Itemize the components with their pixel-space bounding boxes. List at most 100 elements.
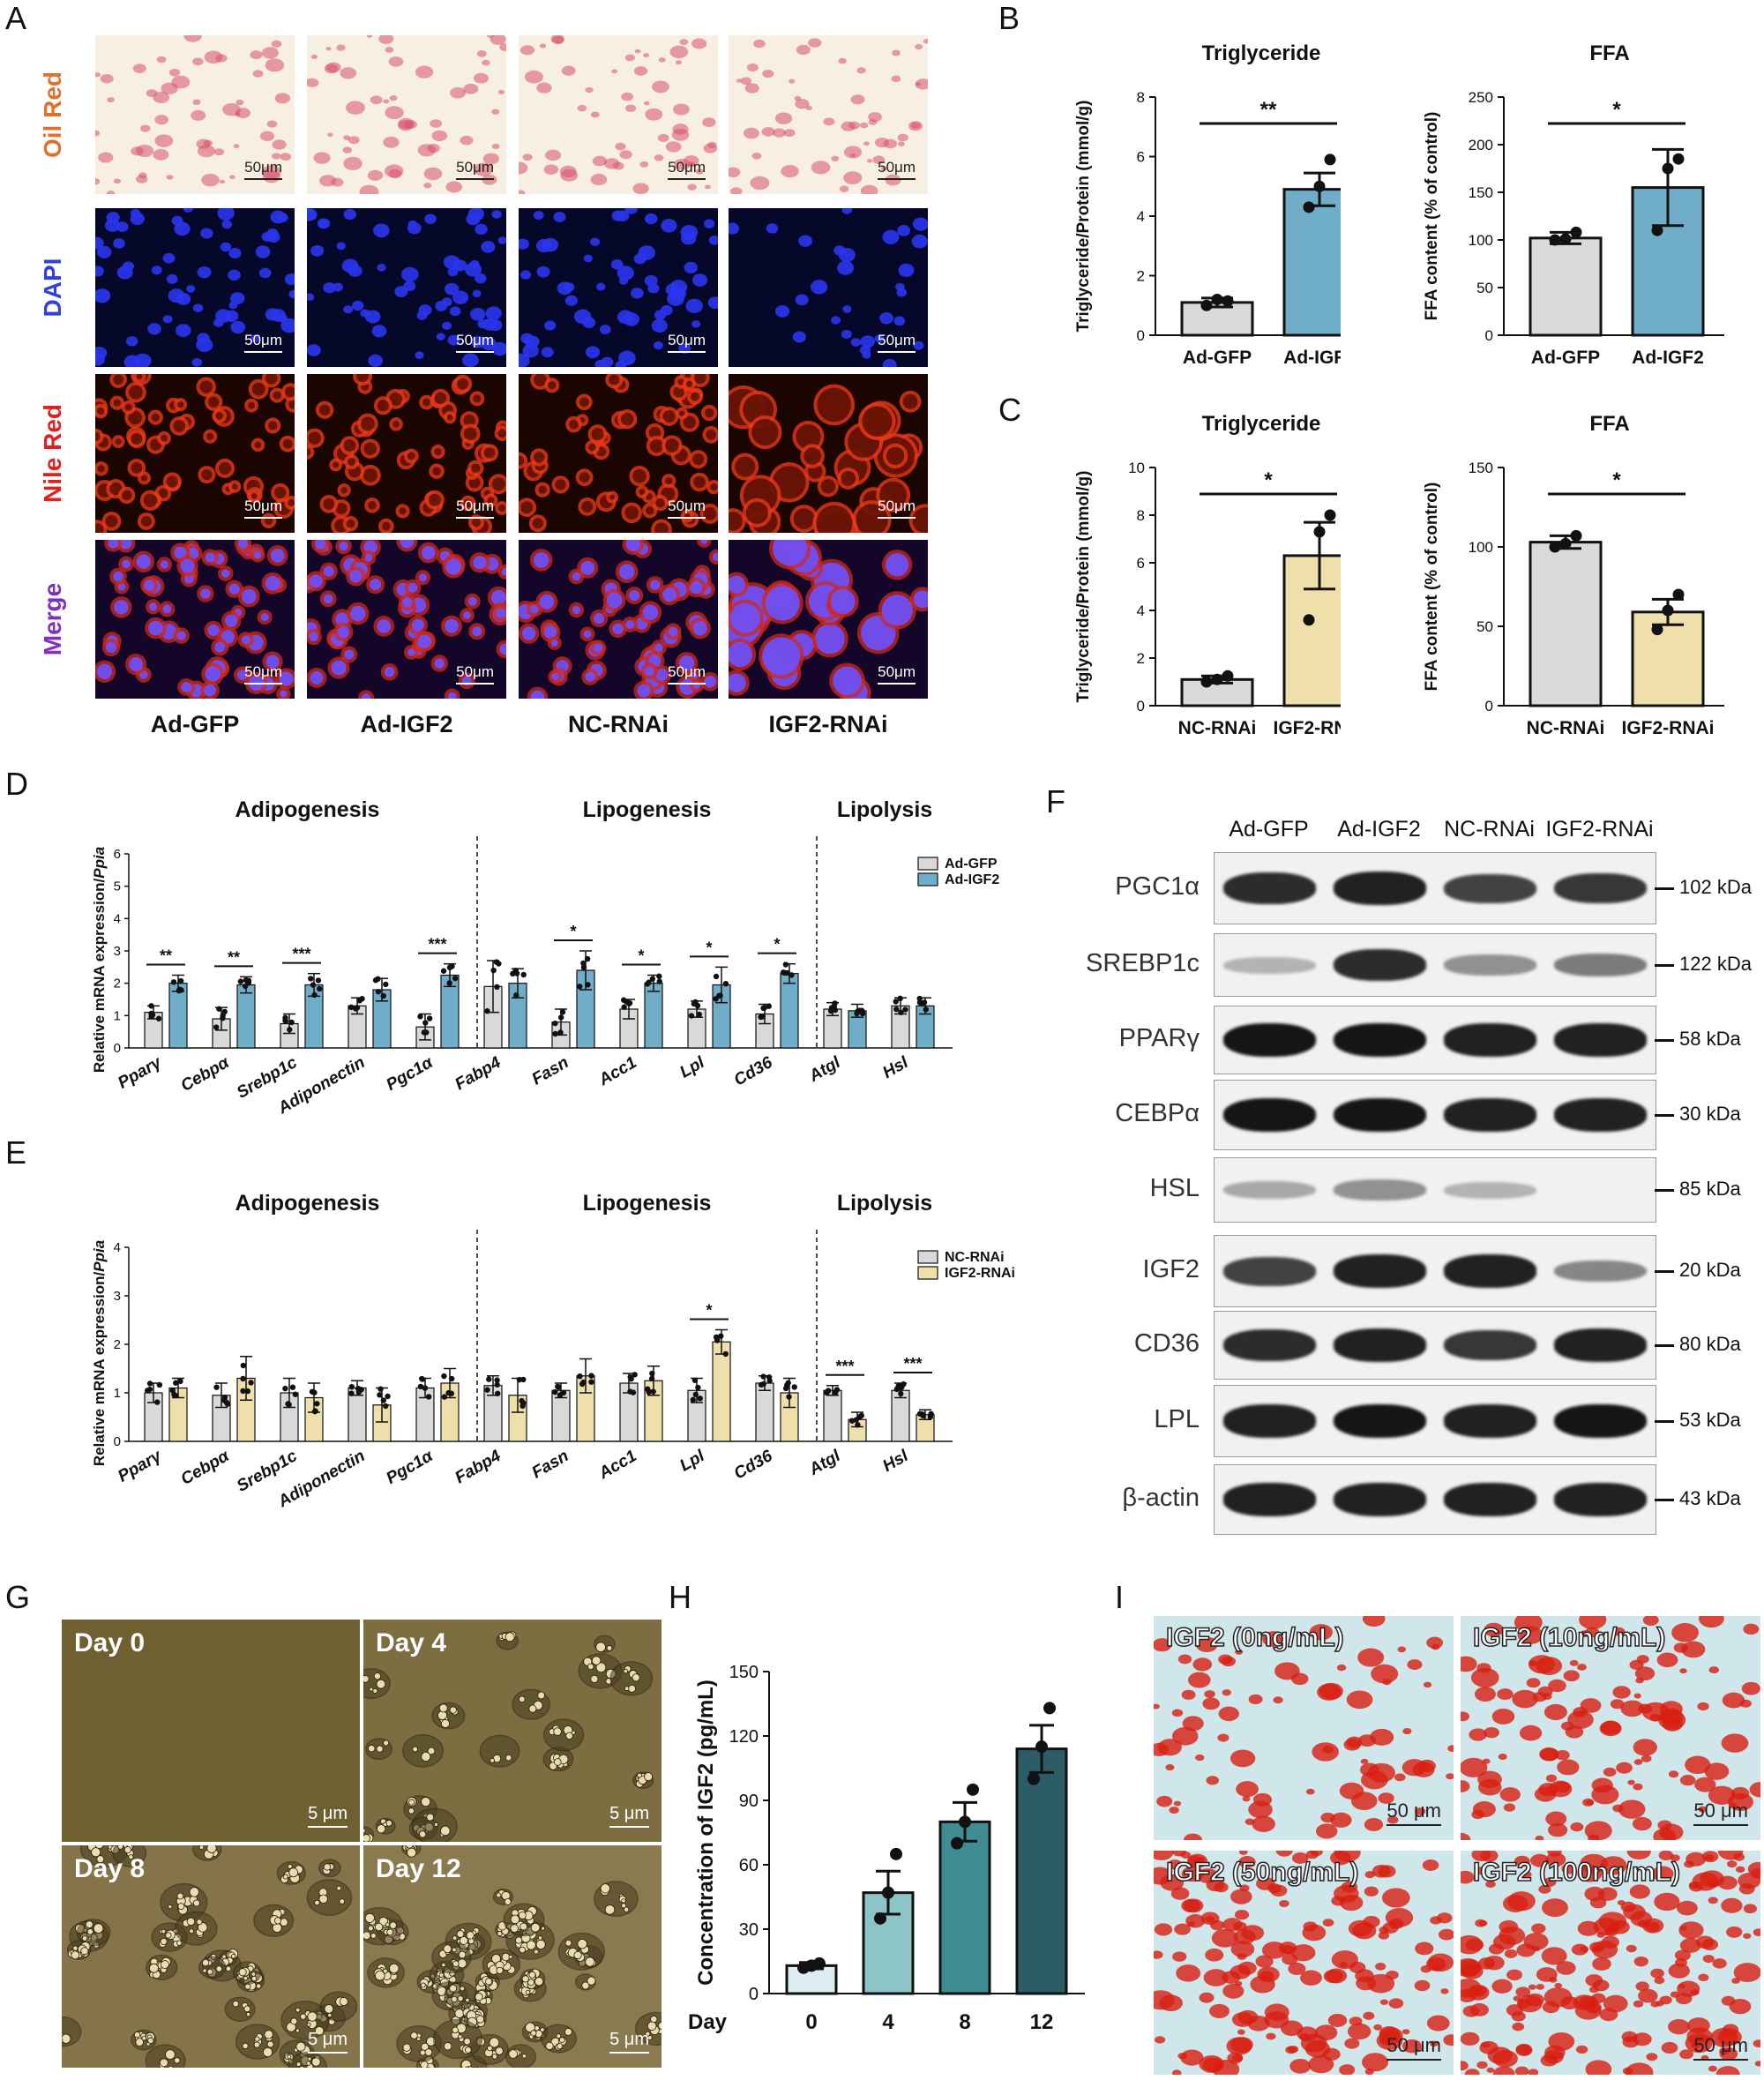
lipid-droplet — [449, 1984, 457, 1993]
scale-bar-line — [308, 2052, 348, 2054]
stained-lipid — [1302, 1924, 1327, 1942]
stained-lipid — [1177, 1654, 1192, 1665]
micrograph-2-0: 50μm — [95, 374, 295, 533]
row-label-0: Oil Red — [39, 71, 66, 159]
stained-lipid — [1364, 1871, 1375, 1879]
x-tick-label: Ad-IGF2 — [1283, 348, 1341, 368]
nucleus — [661, 219, 677, 233]
blot-kda-label: 43 kDa — [1679, 1487, 1741, 1509]
nucleus — [309, 632, 318, 642]
lipid-droplet — [482, 59, 490, 66]
stained-lipid — [1531, 1923, 1546, 1934]
data-point — [644, 981, 651, 987]
lipid-droplet — [148, 1963, 159, 1973]
lipid-droplet — [452, 1960, 460, 1967]
nucleus — [434, 658, 445, 669]
lipid-droplet — [373, 1672, 381, 1680]
data-point — [580, 964, 587, 971]
data-point — [759, 1014, 766, 1020]
lipid-droplet — [604, 1904, 616, 1915]
lipid-droplet — [504, 1897, 512, 1905]
y-tick-label: 6 — [114, 847, 121, 862]
nucleus — [593, 612, 605, 625]
blot-band — [1334, 949, 1426, 981]
lipid-droplet — [440, 1825, 451, 1837]
nucleus — [384, 666, 395, 677]
stained-lipid — [1194, 1754, 1205, 1762]
stained-lipid — [1187, 1855, 1202, 1866]
nucleus — [477, 319, 489, 329]
stained-lipid — [1586, 1799, 1594, 1806]
nucleus — [618, 276, 629, 285]
data-point — [223, 1399, 230, 1406]
stained-lipid — [1743, 1904, 1757, 1914]
lipid-droplet — [423, 167, 443, 181]
lipid-droplet — [465, 1997, 470, 2002]
data-point — [1303, 614, 1315, 626]
stained-lipid — [1708, 1785, 1736, 1805]
data-point — [577, 1373, 583, 1380]
nucleus — [104, 219, 121, 232]
nucleus — [708, 236, 718, 245]
data-point — [311, 1389, 318, 1395]
data-point — [144, 1388, 151, 1394]
nucleus — [148, 620, 163, 636]
nucleus — [530, 690, 545, 699]
lipid-droplet — [324, 2004, 334, 2014]
lipid-droplet — [201, 1958, 210, 1967]
nucleus — [95, 266, 104, 277]
nucleus — [535, 238, 552, 253]
stained-lipid — [1423, 1681, 1432, 1688]
nucleus — [886, 446, 905, 466]
bar-IGF2-RNAi — [1282, 554, 1341, 707]
lipid-droplet — [669, 45, 689, 59]
lipid-droplet — [254, 2036, 260, 2042]
stained-lipid — [1679, 2049, 1693, 2060]
y-tick-label: 150 — [729, 1663, 759, 1682]
nucleus — [206, 432, 214, 440]
micrograph-0-2: 50μm — [519, 35, 718, 194]
data-point — [1549, 541, 1561, 553]
lipid-droplet — [177, 1903, 185, 1911]
data-point — [292, 1391, 299, 1397]
stained-lipid — [1556, 1961, 1576, 1975]
nucleus — [231, 483, 238, 490]
stained-lipid — [1461, 1832, 1471, 1840]
stained-lipid — [1708, 1666, 1719, 1674]
lipid-droplet — [863, 141, 870, 146]
stained-lipid — [1547, 1822, 1568, 1837]
data-point — [648, 1375, 655, 1382]
data-point — [177, 977, 184, 984]
blot-strip — [1214, 1006, 1656, 1074]
stained-lipid — [1632, 1816, 1652, 1831]
nucleus — [95, 353, 105, 366]
lipid-droplet — [243, 2005, 251, 2013]
lipid-droplet — [740, 77, 752, 86]
stained-lipid — [1507, 1891, 1536, 1912]
stained-lipid — [1532, 1691, 1547, 1702]
nucleus — [268, 421, 278, 430]
stained-lipid — [1210, 1919, 1225, 1931]
nucleus — [707, 296, 718, 310]
lipid-droplet — [421, 1797, 431, 1807]
nucleus — [833, 666, 862, 696]
x-tick-label: Cd36 — [731, 1053, 776, 1090]
lipid-droplet — [165, 2049, 176, 2060]
data-point — [1570, 226, 1582, 238]
data-point — [584, 955, 591, 962]
bar-Ad-IGF2 — [1282, 188, 1341, 337]
data-point — [1662, 162, 1674, 175]
chart-title: Triglyceride — [1202, 412, 1321, 436]
nucleus — [363, 468, 377, 483]
lipid-droplet — [306, 2022, 311, 2027]
stained-lipid — [1575, 2045, 1588, 2054]
nucleus — [462, 353, 479, 367]
stained-lipid — [1712, 1958, 1727, 1969]
nucleus — [288, 499, 295, 506]
nucleus — [125, 336, 138, 347]
stained-lipid — [1438, 1928, 1454, 1941]
nucleus — [481, 337, 497, 351]
nucleus — [310, 670, 324, 685]
stained-lipid — [1646, 1921, 1660, 1932]
data-point — [380, 1397, 387, 1403]
